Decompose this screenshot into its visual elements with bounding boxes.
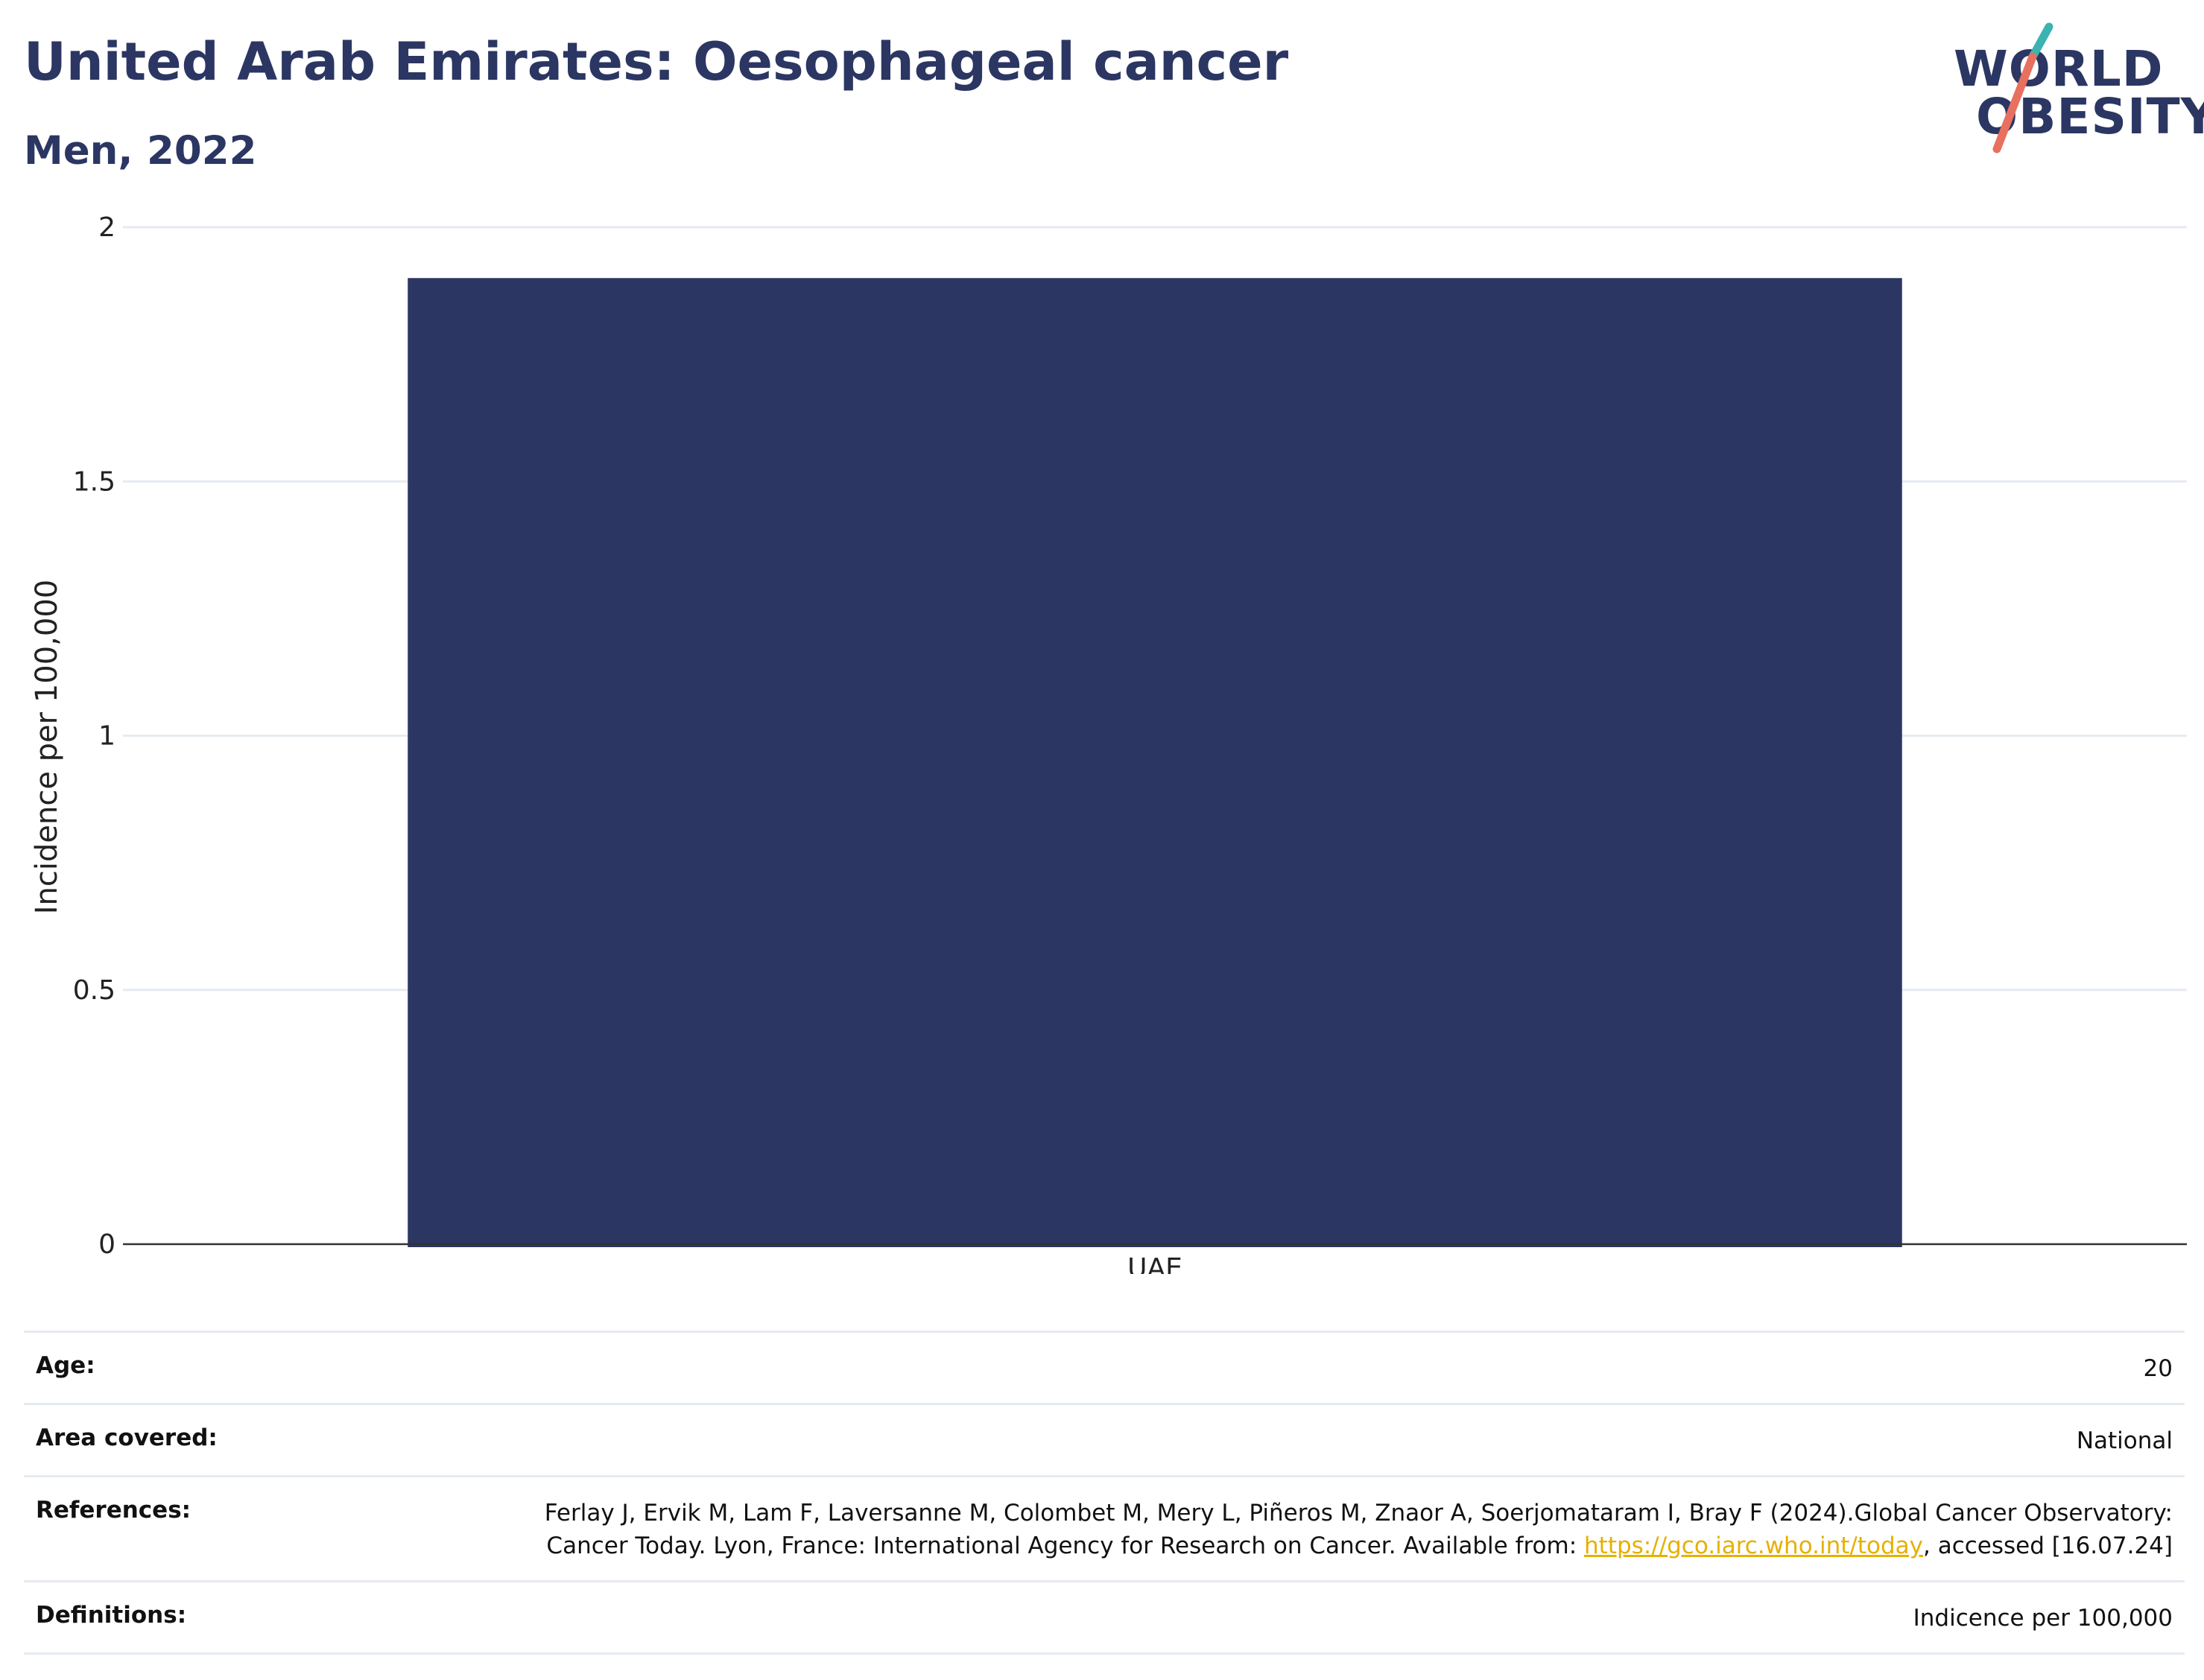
logo-slash-icon xyxy=(1992,22,2053,153)
age-label: Age: xyxy=(36,1352,95,1379)
info-row-area: Area covered: National xyxy=(24,1403,2185,1475)
references-text: Ferlay J, Ervik M, Lam F, Laversanne M, … xyxy=(544,1500,2173,1560)
age-value: 20 xyxy=(2143,1355,2173,1382)
info-row-definitions: Definitions: Indicence per 100,000 xyxy=(24,1580,2185,1655)
bar-chart: 0 0.5 1 1.5 2 UAE Incidence per 100,000 xyxy=(30,212,2187,1274)
references-link[interactable]: https://gco.iarc.who.int/today xyxy=(1584,1532,1923,1560)
world-obesity-logo: WORLD OBESITY xyxy=(1945,21,2204,159)
logo-line-1: WORLD xyxy=(1954,40,2164,98)
bars xyxy=(408,278,1902,1247)
y-tick-label: 0.5 xyxy=(73,975,115,1006)
area-covered-label: Area covered: xyxy=(36,1424,218,1452)
y-axis-title: Incidence per 100,000 xyxy=(30,580,64,915)
page-subtitle: Men, 2022 xyxy=(24,128,257,174)
definitions-value: Indicence per 100,000 xyxy=(1913,1605,2173,1632)
info-table: Age: 20 Area covered: National Reference… xyxy=(24,1331,2185,1655)
y-tick-label: 2 xyxy=(98,212,115,243)
y-tick-label: 0 xyxy=(98,1229,115,1260)
info-row-references: References: Ferlay J, Ervik M, Lam F, La… xyxy=(24,1475,2185,1580)
y-tick-label: 1.5 xyxy=(73,466,115,497)
definitions-label: Definitions: xyxy=(36,1602,187,1629)
references-text-end: , accessed [16.07.24] xyxy=(1922,1532,2173,1560)
bar-uae xyxy=(408,278,1902,1247)
references-value: Ferlay J, Ervik M, Lam F, Laversanne M, … xyxy=(474,1497,2173,1562)
info-row-age: Age: 20 xyxy=(24,1331,2185,1403)
y-tick-label: 1 xyxy=(98,721,115,752)
axes: 0 0.5 1 1.5 2 UAE xyxy=(73,212,2187,1274)
x-tick-label: UAE xyxy=(1127,1253,1182,1274)
page-title: United Arab Emirates: Oesophageal cancer xyxy=(24,31,1289,92)
area-covered-value: National xyxy=(2076,1427,2173,1455)
references-label: References: xyxy=(36,1497,191,1524)
